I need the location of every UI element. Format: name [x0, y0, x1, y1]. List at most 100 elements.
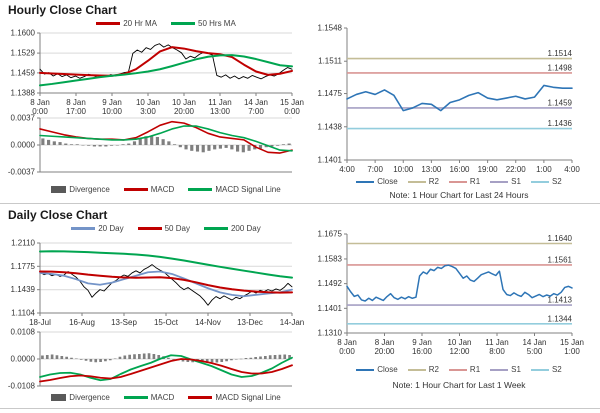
x-tick-label: 15 Jan [280, 98, 304, 107]
bar-swatch [51, 394, 67, 401]
divergence-bar [64, 143, 68, 145]
divergence-bar [207, 145, 211, 151]
divergence-bar [249, 357, 253, 359]
divergence-bar [41, 355, 44, 359]
series-20-day [39, 270, 293, 298]
hourly-chart-title: Hourly Close Chart [8, 3, 117, 17]
x-tick-label: 14-Jan [280, 318, 304, 327]
y-tick-label: 1.1310 [318, 329, 343, 338]
divergence-bar [70, 357, 73, 359]
line-swatch [530, 180, 549, 183]
line-swatch [448, 368, 467, 371]
divergence-bar [121, 144, 125, 145]
bar-swatch [51, 186, 67, 193]
divergence-bar [55, 355, 59, 359]
series-macd-signal-line [39, 125, 293, 152]
divergence-bar [104, 359, 107, 362]
level-label-s1: 1.1459 [548, 98, 573, 107]
line-swatch [203, 227, 228, 230]
legend-label: R1 [469, 365, 481, 374]
legend-item-s2: S2 [530, 177, 562, 186]
divergence-bar [45, 355, 49, 359]
legend-item-divergence: Divergence [51, 393, 110, 402]
divergence-bar [213, 145, 217, 150]
x-tick-label: 14 Jan [244, 98, 268, 107]
y-tick-label: 1.1600 [11, 29, 36, 38]
divergence-bar [161, 139, 165, 145]
y-tick-label: 1.2110 [11, 239, 35, 248]
divergence-bar [94, 359, 98, 363]
last-24h-legend: Close R2 R1 S1 S2 [325, 177, 593, 186]
legend-label: S1 [511, 365, 521, 374]
level-label-r2: 1.1640 [548, 234, 573, 243]
divergence-bar [171, 359, 175, 360]
legend-item-close: Close [356, 177, 398, 186]
legend-label: 50 Day [164, 224, 190, 233]
line-swatch [490, 180, 509, 183]
x-tick-label: 15-Oct [154, 318, 179, 327]
y-tick-label: 1.1675 [318, 230, 343, 239]
divergence-bar [152, 354, 156, 359]
divergence-bar [184, 145, 188, 150]
x-tick-label: 11 Jan [485, 338, 508, 347]
x-tick-label: 0:00 [284, 107, 300, 116]
divergence-bar [225, 359, 228, 362]
divergence-bar [167, 357, 170, 359]
last-1week-note: Note: 1 Hour Chart for Last 1 Week [392, 380, 526, 390]
legend-label: 50 Hrs MA [198, 19, 236, 28]
series-close [346, 264, 573, 302]
divergence-bar [270, 145, 274, 147]
divergence-bar [150, 135, 154, 145]
legend-item-close: Close [356, 365, 398, 374]
divergence-bar [205, 359, 209, 362]
legend-label: 20 Hr MA [123, 19, 157, 28]
x-tick-label: 10 Jan [136, 98, 160, 107]
daily-ma-legend: 20 Day 50 Day 200 Day [40, 224, 292, 233]
divergence-bar [241, 145, 245, 153]
divergence-bar [87, 145, 91, 146]
line-swatch [71, 227, 96, 230]
divergence-bar [147, 353, 151, 359]
x-tick-label: 1:00 [564, 347, 580, 356]
line-swatch [490, 368, 509, 371]
legend-item-macd: MACD [123, 393, 175, 402]
legend-item-50day: 50 Day [137, 224, 190, 233]
x-tick-label: 13:00 [421, 165, 442, 174]
level-label-r2: 1.1514 [548, 49, 573, 58]
legend-item-r1: R1 [448, 177, 480, 186]
daily-macd-chart: 0.0108 0.0000 -0.0108 [8, 328, 293, 391]
legend-label: 20 Day [98, 224, 124, 233]
divergence-bar [281, 144, 285, 145]
divergence-bar [155, 136, 159, 145]
daily-macd-legend: Divergence MACD MACD Signal Line [40, 393, 292, 402]
line-swatch [188, 188, 213, 191]
divergence-bar [254, 357, 257, 359]
series-50-hrs-ma [39, 54, 293, 87]
divergence-bar [118, 356, 122, 359]
divergence-bar [144, 136, 148, 145]
line-swatch [96, 22, 121, 25]
x-tick-label: 12:00 [449, 347, 470, 356]
legend-label: MACD [150, 185, 175, 194]
y-tick-label: 1.1439 [11, 285, 36, 294]
legend-item-20day: 20 Day [71, 224, 124, 233]
horizontal-divider [0, 203, 600, 204]
series-close [39, 264, 293, 306]
legend-item-divergence: Divergence [51, 185, 110, 194]
y-tick-label: 1.1583 [318, 254, 343, 263]
x-tick-label: 3:00 [140, 107, 156, 116]
series-200-day [39, 250, 293, 279]
y-tick-label: 1.1475 [318, 89, 343, 98]
y-tick-label: 1.1459 [11, 68, 36, 77]
x-tick-label: 9 Jan [102, 98, 122, 107]
legend-label: MACD [150, 393, 175, 402]
divergence-bar [186, 359, 190, 362]
legend-label: MACD Signal Line [215, 393, 281, 402]
divergence-bar [190, 145, 194, 151]
legend-item-macd-signal: MACD Signal Line [188, 185, 281, 194]
x-tick-label: 13:00 [210, 107, 231, 116]
series-macd-signal-line [39, 358, 293, 383]
